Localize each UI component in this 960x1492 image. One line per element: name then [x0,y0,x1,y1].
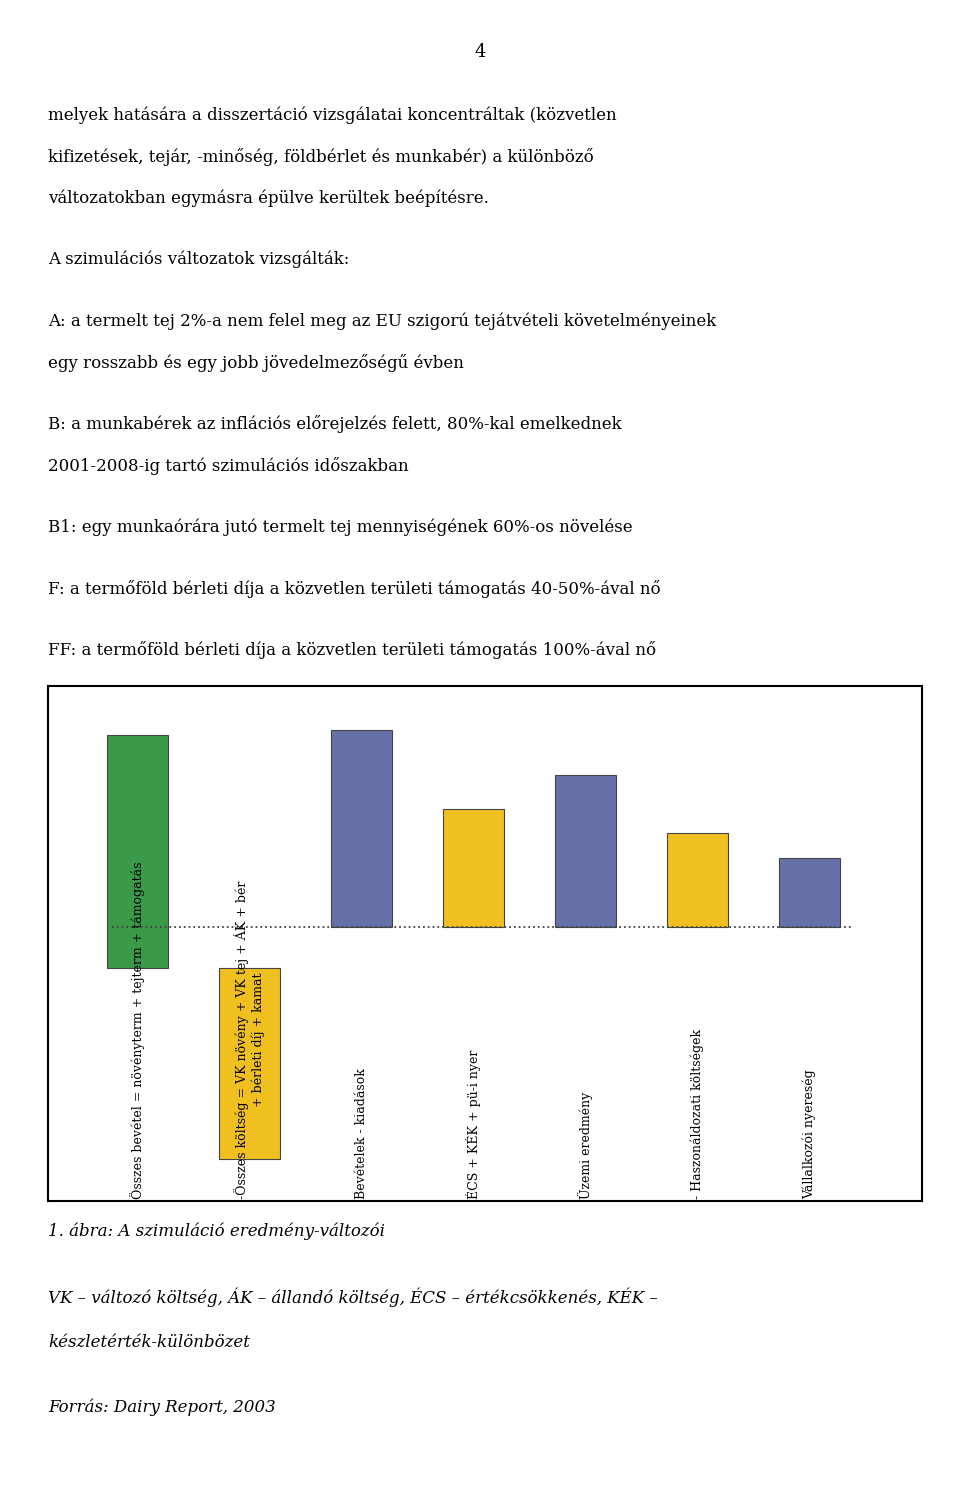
Bar [107,736,168,968]
Text: Üzemi eredmény: Üzemi eredmény [578,1091,593,1198]
Text: kifizetések, tejár, -minőség, földbérlet és munkabér) a különböző: kifizetések, tejár, -minőség, földbérlet… [48,148,593,166]
Text: készletérték-különbözet: készletérték-különbözet [48,1334,250,1350]
Text: - Haszonáldozati költségek: - Haszonáldozati költségek [691,1028,705,1198]
Text: -Összes költség = VK növény + VK tej + ÁK + bér
+ bérleti díj + kamat: -Összes költség = VK növény + VK tej + Á… [234,880,265,1198]
Text: FF: a termőföld bérleti díja a közvetlen területi támogatás 100%-ával nő: FF: a termőföld bérleti díja a közvetlen… [48,642,656,659]
Bar [667,834,729,927]
Text: ÉCS + KÉK + pü-i nyer: ÉCS + KÉK + pü-i nyer [467,1049,481,1198]
Text: Forrás: Dairy Report, 2003: Forrás: Dairy Report, 2003 [48,1398,276,1416]
Text: Bevételek - kiadások: Bevételek - kiadások [355,1068,368,1198]
Text: változatokban egymásra épülve kerültek beépítésre.: változatokban egymásra épülve kerültek b… [48,189,489,207]
Bar [443,809,504,927]
Text: F: a termőföld bérleti díja a közvetlen területi támogatás 40-50%-ával nő: F: a termőföld bérleti díja a közvetlen … [48,579,660,597]
Text: 2001-2008-ig tartó szimulációs időszakban: 2001-2008-ig tartó szimulációs időszakba… [48,457,409,474]
Text: Az elemzés eredményeit kifejező eredményváltozókat és tartalmukat az alábbi: Az elemzés eredményeit kifejező eredmény… [48,703,708,721]
Bar [219,968,280,1159]
Text: Összes bevétel = növényterm + tejterm + támogatás: Összes bevétel = növényterm + tejterm + … [131,861,145,1198]
Bar [779,858,840,927]
Bar [555,774,616,927]
Text: B: a munkabérek az inflációs előrejelzés felett, 80%-kal emelkednek: B: a munkabérek az inflációs előrejelzés… [48,415,622,433]
Text: 4: 4 [474,43,486,61]
Text: melyek hatására a disszertáció vizsgálatai koncentráltak (közvetlen: melyek hatására a disszertáció vizsgálat… [48,107,616,124]
Text: Vállalkozói nyereség: Vállalkozói nyereség [803,1068,816,1198]
Text: A szimulációs változatok vizsgálták:: A szimulációs változatok vizsgálták: [48,251,349,269]
Text: 1. ábra: A szimuláció eredmény-változói: 1. ábra: A szimuláció eredmény-változói [48,1223,385,1240]
Text: VK – változó költség, ÁK – állandó költség, ÉCS – értékcsökkenés, KÉK –: VK – változó költség, ÁK – állandó költs… [48,1288,658,1307]
Text: egy rosszabb és egy jobb jövedelmezőségű évben: egy rosszabb és egy jobb jövedelmezőségű… [48,354,464,372]
Text: ábra mutatja be.: ábra mutatja be. [48,745,187,761]
Bar [331,731,393,927]
Text: A: a termelt tej 2%-a nem felel meg az EU szigorú tejátvételi követelményeinek: A: a termelt tej 2%-a nem felel meg az E… [48,312,716,330]
Text: B1: egy munkaórára jutó termelt tej mennyiségének 60%-os növelése: B1: egy munkaórára jutó termelt tej menn… [48,518,633,536]
